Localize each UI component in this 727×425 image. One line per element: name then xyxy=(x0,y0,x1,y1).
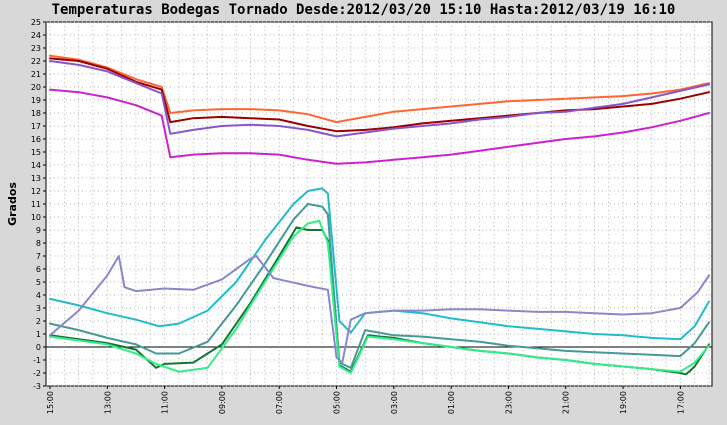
series-line-4 xyxy=(49,88,710,165)
y-tick-label: 23 xyxy=(31,44,41,53)
grid xyxy=(46,21,712,387)
chart-title: Temperaturas Bodegas Tornado Desde:2012/… xyxy=(51,2,676,18)
y-tick-label: 21 xyxy=(31,70,41,79)
series-line-1 xyxy=(49,54,710,124)
x-tick-label: 23:00 xyxy=(504,391,513,414)
y-tick-label: -1 xyxy=(33,356,41,365)
x-tick-label: 15:00 xyxy=(46,391,55,414)
y-tick-label: 11 xyxy=(31,200,41,209)
y-tick-label: 3 xyxy=(36,304,41,313)
y-tick-label: -3 xyxy=(33,382,41,391)
y-tick-label: 17 xyxy=(31,122,41,131)
y-tick-label: 19 xyxy=(31,96,41,105)
axis-ticks: -3-2-10123456789101112131415161718192021… xyxy=(31,18,686,414)
x-tick-label: 11:00 xyxy=(161,391,170,414)
x-tick-label: 21:00 xyxy=(562,391,571,414)
x-tick-label: 07:00 xyxy=(275,391,284,414)
x-tick-label: 13:00 xyxy=(103,391,112,414)
x-tick-label: 17:00 xyxy=(676,391,685,414)
y-tick-label: 16 xyxy=(31,135,41,144)
series-line-3 xyxy=(49,60,710,138)
y-tick-label: 12 xyxy=(31,187,41,196)
y-tick-label: 2 xyxy=(36,317,41,326)
x-tick-label: 01:00 xyxy=(447,391,456,414)
y-tick-label: 24 xyxy=(31,31,41,40)
y-tick-label: 20 xyxy=(31,83,41,92)
x-tick-label: 19:00 xyxy=(619,391,628,414)
y-tick-label: 1 xyxy=(36,330,41,339)
series-line-9 xyxy=(49,255,710,364)
y-tick-label: 7 xyxy=(36,252,41,261)
x-tick-label: 05:00 xyxy=(333,391,342,414)
y-axis-label: Grados xyxy=(6,182,19,226)
y-tick-label: 5 xyxy=(36,278,41,287)
y-tick-label: -2 xyxy=(33,369,41,378)
y-tick-label: 9 xyxy=(36,226,41,235)
y-tick-label: 15 xyxy=(31,148,41,157)
series-line-6 xyxy=(49,203,710,369)
x-tick-label: 09:00 xyxy=(218,391,227,414)
y-tick-label: 13 xyxy=(31,174,41,183)
y-tick-label: 25 xyxy=(31,18,41,27)
series-line-2 xyxy=(49,57,710,133)
y-tick-label: 6 xyxy=(36,265,41,274)
y-tick-label: 18 xyxy=(31,109,41,118)
y-tick-label: 22 xyxy=(31,57,41,66)
x-tick-label: 03:00 xyxy=(390,391,399,414)
series-group xyxy=(49,54,710,376)
y-tick-label: 8 xyxy=(36,239,41,248)
series-line-8 xyxy=(49,219,710,374)
y-tick-label: 14 xyxy=(31,161,41,170)
series-line-5 xyxy=(49,187,710,341)
y-tick-label: 10 xyxy=(31,213,41,222)
y-tick-label: 4 xyxy=(36,291,41,300)
y-tick-label: 0 xyxy=(36,343,41,352)
